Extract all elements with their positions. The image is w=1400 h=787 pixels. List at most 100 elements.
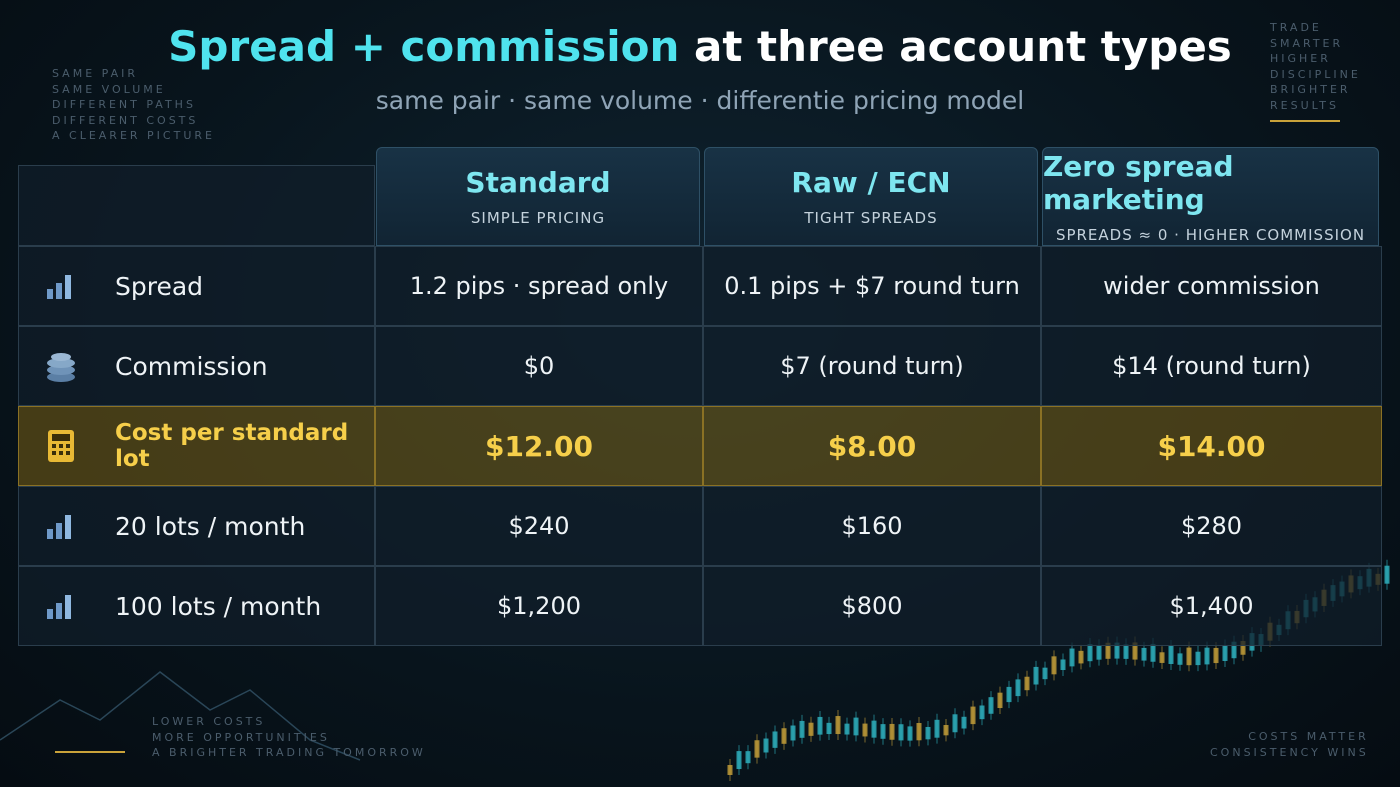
column-header: Raw / ECN TIGHT SPREADS <box>704 147 1038 246</box>
candle-body <box>970 706 976 725</box>
row-icon <box>47 595 71 619</box>
candle-body <box>826 722 832 735</box>
candle-body <box>1105 642 1111 659</box>
decor-line: A CLEARER PICTURE <box>52 129 215 142</box>
candle-body <box>907 726 913 741</box>
decor-line: SAME PAIR <box>52 67 138 80</box>
row-label: Commission <box>18 326 375 406</box>
row-label: 20 lots / month <box>18 486 375 566</box>
row-label-text: Cost per standard lot <box>115 420 349 472</box>
decor-line: SAME VOLUME <box>52 82 166 96</box>
table-cell: $160 <box>703 486 1041 566</box>
decor-text: TRADE SMARTER HIGHER DISCIPLINE BRIGHTER RESU… <box>1270 20 1361 113</box>
table-cell: $14 (round turn) <box>1041 326 1382 406</box>
candle-body <box>1114 642 1120 659</box>
candle-body <box>952 714 958 733</box>
candle-body <box>943 725 949 736</box>
decor-line: COSTS MATTER <box>1248 730 1369 743</box>
candle-body <box>1159 652 1165 663</box>
candle-body <box>754 740 760 758</box>
row-label-text: 20 lots / month <box>115 511 306 541</box>
mountain-line <box>0 671 361 761</box>
candle-body <box>1051 656 1057 675</box>
decor-line: SMARTER <box>1270 36 1344 50</box>
candle-body <box>853 717 859 736</box>
candle-body <box>1222 645 1228 661</box>
decor-line: RESULTS <box>1270 98 1339 112</box>
row-icon <box>47 275 71 299</box>
decor-line: BRIGHTER <box>1270 83 1351 96</box>
table-cell: $280 <box>1041 486 1382 566</box>
table-cell: wider commission <box>1041 246 1382 326</box>
candle-body <box>1024 676 1030 691</box>
table-cell: $240 <box>375 486 703 566</box>
candle-body <box>790 725 796 741</box>
column-note: SIMPLE PRICING <box>470 209 606 227</box>
candle-body <box>817 716 823 735</box>
candle-body <box>1078 650 1084 664</box>
column-note: TIGHT SPREADS <box>804 209 938 227</box>
candle-body <box>1033 666 1039 685</box>
decor-line: CONSISTENCY WINS <box>1210 745 1369 759</box>
candle-body <box>745 751 751 764</box>
row-label-text: 100 lots / month <box>115 591 322 621</box>
candle-body <box>1132 642 1138 660</box>
candle-body <box>781 728 787 744</box>
candle-body <box>988 697 994 714</box>
candle-body <box>1204 647 1210 665</box>
candle-body <box>1015 679 1021 697</box>
candle-body <box>1042 667 1048 680</box>
row-label-text: Spread <box>115 271 204 301</box>
column-header: Standard SIMPLE PRICING <box>376 147 700 246</box>
candle-body <box>871 720 877 738</box>
candle-body <box>835 716 841 735</box>
decor-line: MORE OPPORTUNITIES <box>152 730 330 744</box>
decor-text: SAME PAIR SAME VOLUME DIFFERENT PATHS DIFFE… <box>52 66 215 144</box>
row-icon <box>47 353 75 382</box>
candle-body <box>1168 646 1174 664</box>
decor-line: DISCIPLINE <box>1270 67 1361 81</box>
candle-body <box>808 722 814 736</box>
column-note: SPREADS ≈ 0 · HIGHER COMMISSION <box>1055 225 1366 244</box>
candle-body <box>1195 651 1201 666</box>
row-label-text: Commission <box>115 351 268 381</box>
column-name: Standard <box>465 166 611 199</box>
title: Spread + commission at three account typ… <box>0 22 1400 71</box>
candle-body <box>1186 647 1192 666</box>
candle-body <box>1123 644 1129 659</box>
candle-body <box>961 716 967 729</box>
table-cell: $1,400 <box>1041 566 1382 646</box>
candle-body <box>979 705 985 720</box>
column-header: Zero spread marketing SPREADS ≈ 0 · HIGHE… <box>1042 147 1379 246</box>
candle-body <box>880 724 886 739</box>
candle-body <box>1231 641 1237 659</box>
decor-line: A BRIGHTER TRADING TOMORROW <box>152 746 426 759</box>
candle-body <box>1087 644 1093 662</box>
table-cell: $0 <box>375 326 703 406</box>
row-label: 100 lots / month <box>18 566 375 646</box>
candle-body <box>1096 645 1102 660</box>
candle-body <box>997 692 1003 709</box>
header-corner <box>18 165 375 246</box>
title-highlight: Spread + commission <box>168 22 680 71</box>
row-label: Spread <box>18 246 375 326</box>
decor-line: LOWER COSTS <box>152 715 266 728</box>
candle-body <box>1384 565 1390 584</box>
candle-body <box>772 731 778 748</box>
candle-body <box>1213 647 1219 664</box>
decor-line: TRADE <box>1270 21 1322 34</box>
candle-body <box>934 719 940 738</box>
row-label: Cost per standard lot <box>18 406 375 486</box>
decor-text: LOWER COSTS MORE OPPORTUNITIES A BRIGHTER … <box>152 714 426 761</box>
table-cell: 0.1 pips + $7 round turn <box>703 246 1041 326</box>
decor-line: DIFFERENT PATHS <box>52 98 196 111</box>
candle-body <box>862 723 868 737</box>
table-cell: $800 <box>703 566 1041 646</box>
candle-body <box>1069 648 1075 667</box>
candle-body <box>925 726 931 740</box>
candle-body <box>889 723 895 740</box>
candle-body <box>727 765 733 775</box>
table-cell: $12.00 <box>375 406 703 486</box>
table-cell: $7 (round turn) <box>703 326 1041 406</box>
